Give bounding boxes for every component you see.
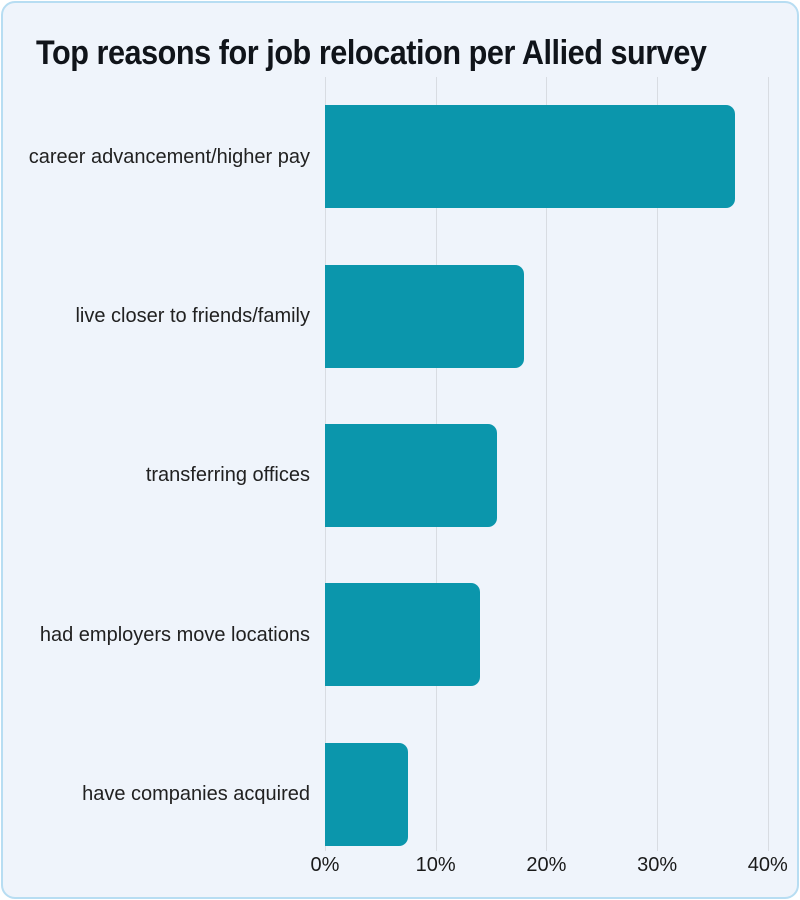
- bar-row: had employers move locations: [3, 555, 797, 714]
- bar-chart-plot-area: career advancement/higher pay live closer…: [3, 3, 797, 897]
- bar-rows-layer: career advancement/higher pay live closer…: [3, 77, 797, 874]
- value-bar: [325, 105, 735, 209]
- value-bar: [325, 423, 497, 527]
- category-label: career advancement/higher pay: [28, 145, 310, 168]
- value-bar: [325, 742, 409, 846]
- category-label: live closer to friends/family: [75, 305, 310, 328]
- category-label: had employers move locations: [39, 623, 310, 646]
- x-tick-label-10: 10%: [415, 854, 456, 876]
- chart-title: Top reasons for job relocation per Allie…: [36, 34, 707, 72]
- bar-row: live closer to friends/family: [3, 236, 797, 395]
- gridline-20: [546, 77, 548, 851]
- gridline-40: [767, 77, 769, 851]
- x-tick-label-0: 0%: [310, 854, 340, 876]
- value-bar: [325, 264, 525, 368]
- x-tick-label-20: 20%: [526, 854, 567, 876]
- bar-row: have companies acquired: [3, 715, 797, 874]
- bar-row: transferring offices: [3, 396, 797, 555]
- x-tick-label-40: 40%: [747, 854, 788, 876]
- category-label: transferring offices: [145, 464, 310, 487]
- category-label: have companies acquired: [82, 783, 310, 806]
- bar-row: career advancement/higher pay: [3, 77, 797, 236]
- x-tick-label-30: 30%: [637, 854, 678, 876]
- gridline-30: [657, 77, 659, 851]
- value-bar: [325, 583, 480, 687]
